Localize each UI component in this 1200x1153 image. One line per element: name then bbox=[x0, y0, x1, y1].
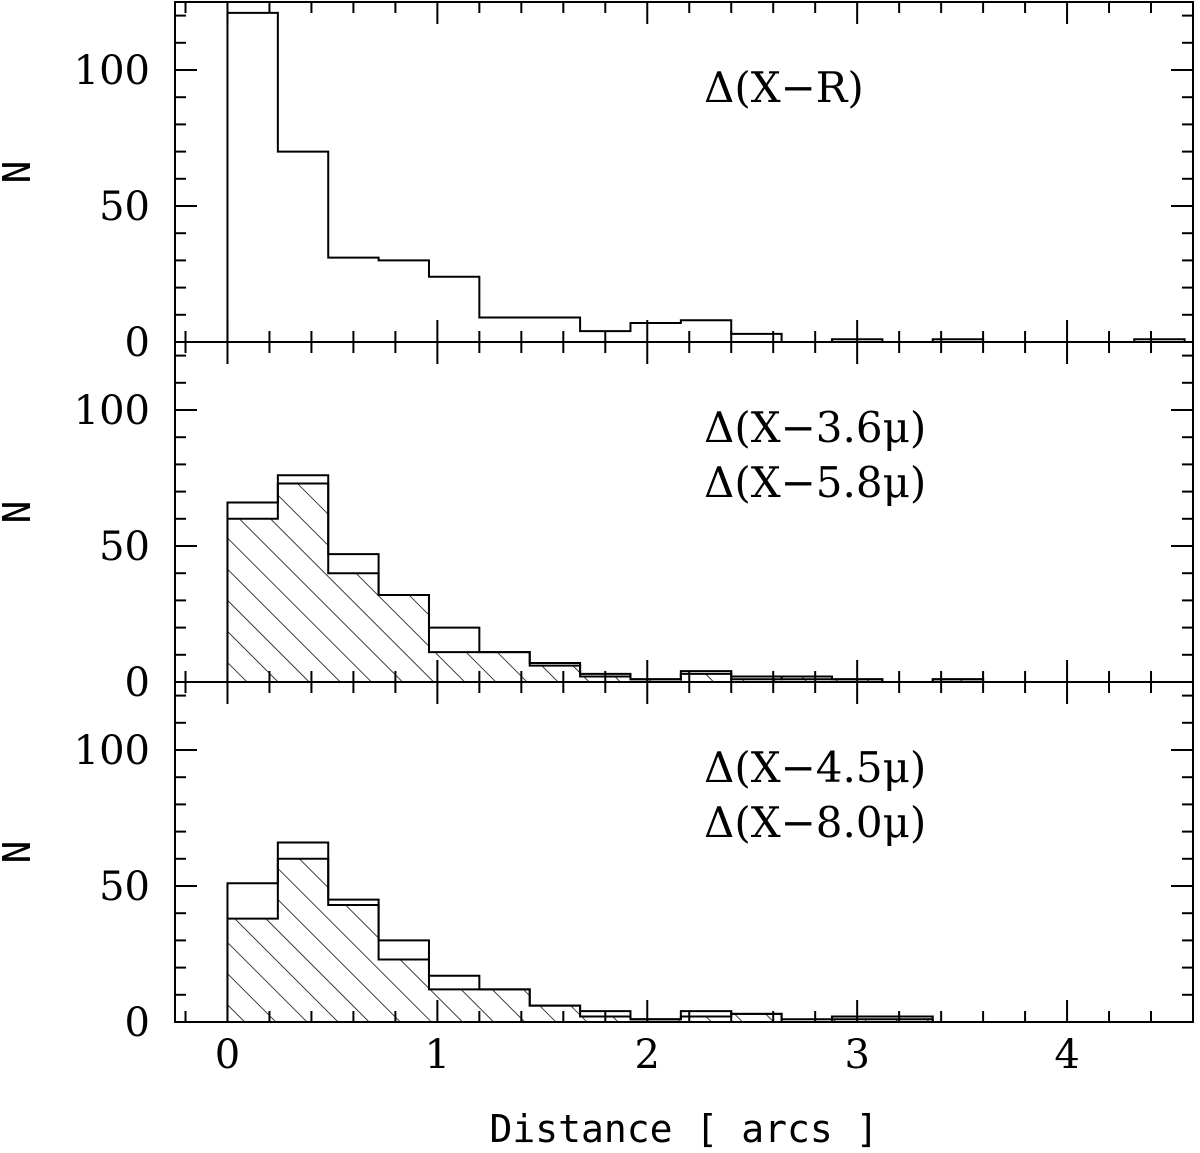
hatched-bar bbox=[227, 918, 278, 1022]
panel-1: 0 50 100 N Δ(X−R) bbox=[0, 1, 1194, 366]
hatched-bar bbox=[731, 1013, 782, 1022]
hatched-bar bbox=[529, 665, 581, 682]
hatched-bar bbox=[227, 518, 278, 682]
hatched-bar bbox=[328, 573, 379, 682]
hatched-bar bbox=[529, 1005, 581, 1022]
panel-annotation: Δ(X−5.8μ) bbox=[704, 458, 926, 507]
hatched-histogram-outline bbox=[226, 857, 934, 1023]
hatched-bar bbox=[630, 679, 681, 682]
y-axis-label: N bbox=[0, 161, 39, 184]
hatched-bar bbox=[328, 905, 379, 1022]
x-axis-label: Distance [ arcs ] bbox=[490, 1107, 879, 1151]
x-tick-label: 4 bbox=[1054, 1032, 1079, 1078]
panel-annotation: Δ(X−8.0μ) bbox=[704, 798, 926, 847]
y-axis-label: N bbox=[0, 501, 39, 524]
hatched-bar bbox=[932, 679, 984, 682]
y-tick-label: 50 bbox=[99, 524, 150, 570]
y-tick-label: 100 bbox=[74, 728, 150, 774]
hatched-bar bbox=[680, 1016, 732, 1022]
panel-3: 0 50 100 N Δ(X−4.5μ) Δ(X−8.0μ) bbox=[0, 681, 1194, 1046]
x-tick-label: 3 bbox=[844, 1032, 869, 1078]
hatched-bar bbox=[277, 483, 329, 682]
y-tick-label: 0 bbox=[125, 320, 150, 366]
y-tick-label: 0 bbox=[125, 660, 150, 706]
x-tick-label: 0 bbox=[215, 1032, 240, 1078]
hatched-bar bbox=[680, 673, 732, 682]
hatched-bar bbox=[378, 594, 429, 682]
panel-annotation: Δ(X−4.5μ) bbox=[704, 743, 926, 792]
hatched-bar bbox=[378, 959, 429, 1022]
hatched-bar bbox=[882, 1019, 933, 1022]
y-axis-label: N bbox=[0, 841, 39, 864]
y-tick-label: 50 bbox=[99, 864, 150, 910]
hatched-bar bbox=[731, 679, 782, 682]
panel-2: 0 50 100 N Δ(X−3.6μ) Δ(X−5.8μ) bbox=[0, 341, 1194, 706]
hatched-bar bbox=[630, 1019, 681, 1022]
y-tick-label: 50 bbox=[99, 184, 150, 230]
y-tick-label: 100 bbox=[74, 388, 150, 434]
hatched-bar bbox=[277, 858, 329, 1022]
x-tick-label: 2 bbox=[635, 1032, 660, 1078]
y-tick-label: 0 bbox=[125, 1000, 150, 1046]
panel-annotation: Δ(X−R) bbox=[704, 63, 864, 112]
y-tick-label: 100 bbox=[74, 48, 150, 94]
panel-annotation: Δ(X−3.6μ) bbox=[704, 403, 926, 452]
x-tick-label: 1 bbox=[425, 1032, 450, 1078]
hatched-histogram-outline bbox=[226, 482, 985, 683]
panels-layer: 0 50 100 N Δ(X−R) 0 50 100 N Δ(X−3.6μ) Δ(X−5.8μ) 0 5… bbox=[0, 1, 1194, 1078]
